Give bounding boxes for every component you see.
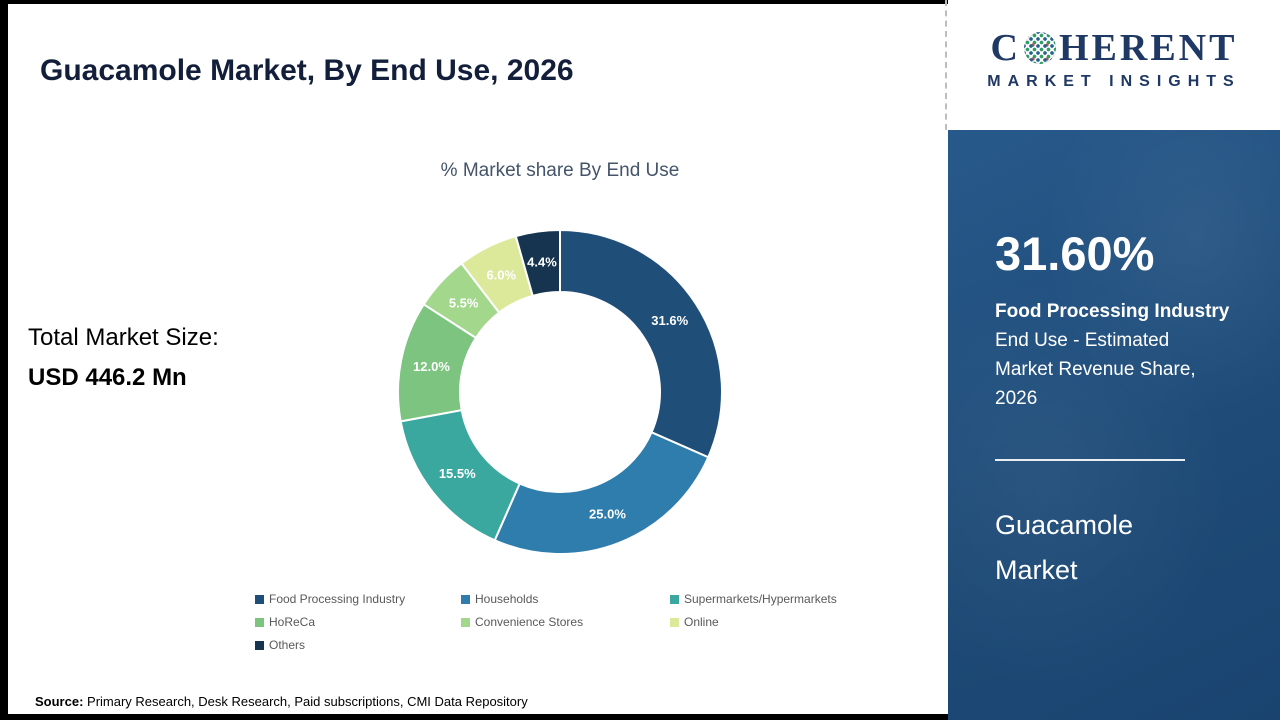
legend-swatch — [670, 617, 679, 627]
legend-label: Households — [475, 592, 539, 606]
slice-label: 5.5% — [449, 296, 479, 311]
page-title: Guacamole Market, By End Use, 2026 — [40, 54, 574, 88]
source-note: Source: Primary Research, Desk Research,… — [35, 694, 528, 709]
donut-slice — [493, 430, 710, 555]
legend-label: HoReCa — [269, 615, 316, 629]
logo-subtitle: MARKET INSIGHTS — [987, 73, 1241, 90]
legend-item: Online — [670, 615, 945, 629]
legend-item: Households — [461, 592, 670, 606]
report-name-line: Market — [995, 555, 1078, 585]
legend-item: Others — [255, 638, 461, 652]
slice-label: 12.0% — [413, 359, 450, 374]
total-market-size-label: Total Market Size: — [28, 324, 219, 351]
highlight-stat-segment: Food Processing Industry — [995, 301, 1230, 322]
slice-label: 31.6% — [651, 313, 688, 328]
highlight-stat-line: Market Revenue Share, — [995, 359, 1196, 380]
bottom-border — [0, 714, 948, 720]
dashed-separator — [945, 0, 947, 130]
chart-title: % Market share By End Use — [440, 160, 680, 181]
total-market-size: Total Market Size: USD 446.2 Mn — [28, 324, 219, 392]
panel-divider — [995, 459, 1185, 461]
donut-chart: 31.6% 25.0% 15.5% 12.0% 5.5% 6.0% 4.4% — [397, 228, 723, 555]
highlight-stat-line: 2026 — [995, 388, 1038, 409]
slice-label: 15.5% — [439, 466, 476, 481]
donut-slice — [559, 228, 723, 459]
donut-slice — [514, 228, 561, 298]
legend-swatch — [255, 617, 264, 627]
coherent-logo: C HERENT MARKET INSIGHTS — [948, 26, 1280, 91]
legend-swatch — [670, 594, 679, 604]
slice-label: 6.0% — [486, 267, 516, 282]
top-border — [0, 0, 948, 4]
source-label: Source: — [35, 694, 84, 709]
legend-item: Convenience Stores — [461, 615, 670, 629]
highlight-stat-line: End Use - Estimated — [995, 330, 1170, 351]
legend-label: Online — [684, 615, 719, 629]
globe-icon — [1023, 32, 1056, 64]
logo-wordmark: C HERENT — [948, 26, 1280, 70]
legend-label: Supermarkets/Hypermarkets — [684, 592, 837, 606]
legend-item: Supermarkets/Hypermarkets — [670, 592, 945, 606]
legend-swatch — [461, 594, 470, 604]
logo-letter-c: C — [990, 27, 1021, 69]
chart-legend: Food Processing Industry Households Superm… — [255, 592, 945, 652]
legend-swatch — [255, 640, 264, 650]
legend-item: Food Processing Industry — [255, 592, 461, 606]
right-panel: 31.60% Food Processing Industry End Use … — [948, 130, 1280, 720]
source-text: Primary Research, Desk Research, Paid su… — [83, 694, 528, 709]
legend-label: Food Processing Industry — [269, 592, 406, 606]
legend-swatch — [461, 617, 470, 627]
slice-label: 25.0% — [589, 507, 626, 522]
slice-label: 4.4% — [527, 255, 557, 270]
logo-letters-rest: HERENT — [1058, 27, 1238, 69]
report-name-line: Guacamole — [995, 510, 1134, 540]
legend-label: Convenience Stores — [475, 615, 584, 629]
legend-item: HoReCa — [255, 615, 461, 629]
legend-label: Others — [269, 638, 306, 652]
left-border — [0, 0, 8, 720]
highlight-stat-value: 31.60% — [995, 227, 1155, 280]
legend-swatch — [255, 594, 264, 604]
total-market-size-value: USD 446.2 Mn — [28, 364, 187, 391]
